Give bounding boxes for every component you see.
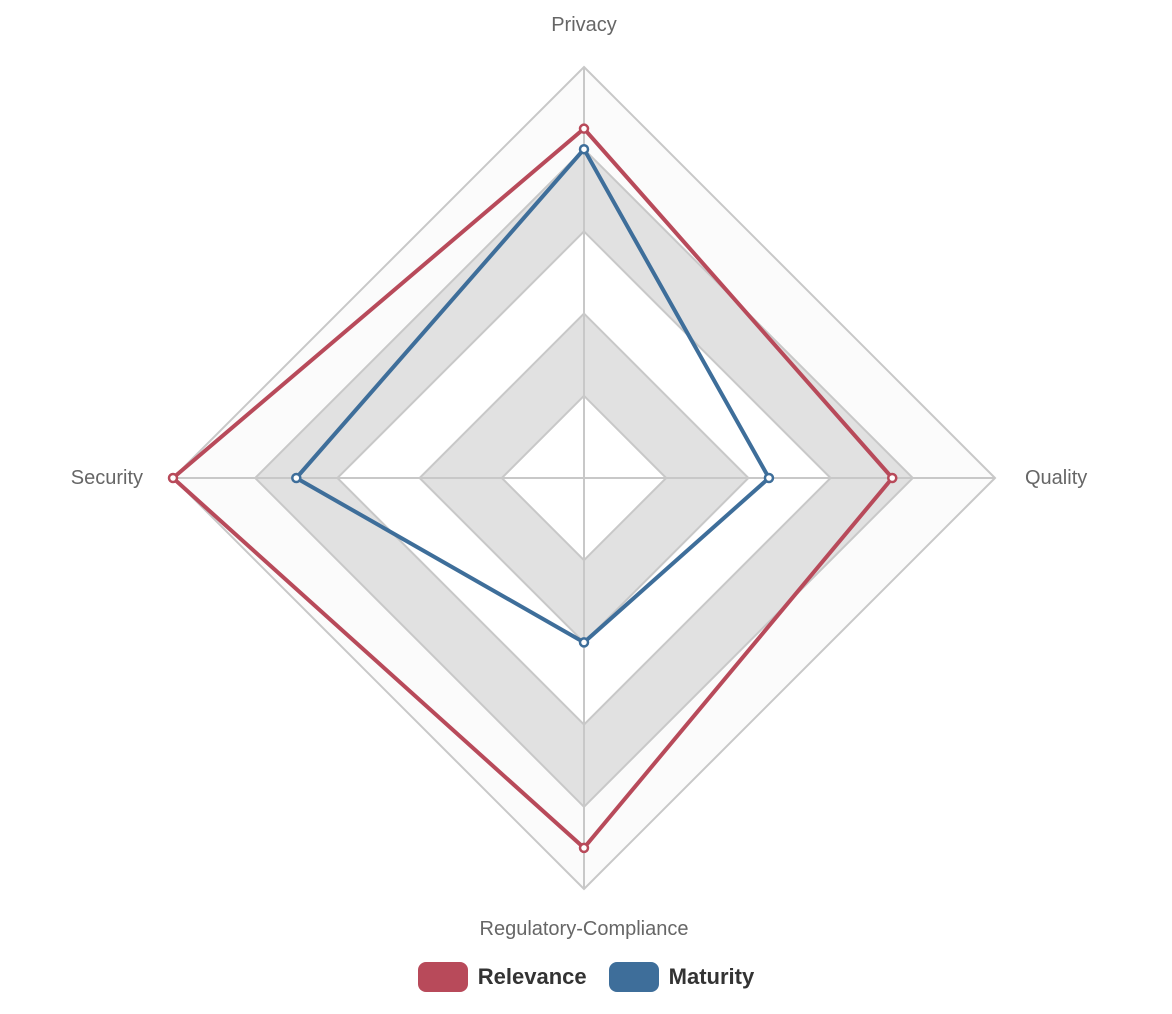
data-point-maturity-regulatory-compliance[interactable] xyxy=(578,637,590,648)
legend-swatch-maturity xyxy=(608,962,659,992)
data-point-relevance-security[interactable] xyxy=(167,472,179,484)
data-point-maturity-privacy[interactable] xyxy=(578,143,590,155)
legend-item-maturity[interactable]: Maturity xyxy=(608,962,755,992)
legend-item-relevance[interactable]: Relevance xyxy=(417,962,587,992)
radar-chart: Privacy Quality Regulatory-Compliance Se… xyxy=(71,14,1088,940)
radar-series-layer xyxy=(167,123,898,854)
data-point-relevance-regulatory-compliance[interactable] xyxy=(578,842,590,854)
legend: Relevance Maturity xyxy=(0,962,1172,992)
legend-label-relevance: Relevance xyxy=(477,964,587,989)
data-point-relevance-privacy[interactable] xyxy=(578,123,590,134)
data-point-maturity-quality[interactable] xyxy=(763,472,775,484)
legend-swatch-relevance xyxy=(417,962,468,992)
axis-label-privacy: Privacy xyxy=(551,14,617,36)
axis-label-quality: Quality xyxy=(1025,467,1087,489)
axis-label-security: Security xyxy=(71,467,143,489)
legend-label-maturity: Maturity xyxy=(668,964,755,989)
radar-grid-spokes xyxy=(173,67,995,889)
data-point-maturity-security[interactable] xyxy=(291,472,302,484)
data-point-relevance-quality[interactable] xyxy=(887,472,898,484)
axis-label-regulatory-compliance: Regulatory-Compliance xyxy=(480,918,689,940)
